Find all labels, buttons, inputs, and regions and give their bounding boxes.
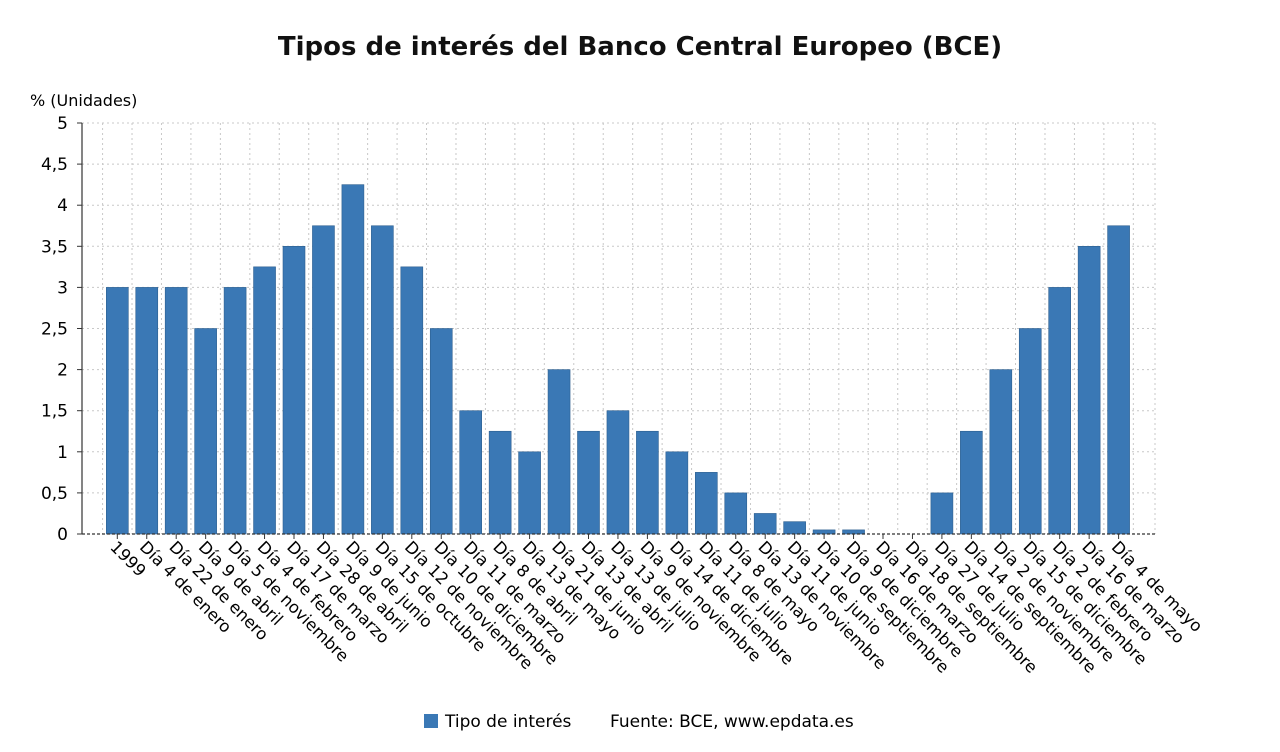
bar xyxy=(1077,246,1101,535)
bar xyxy=(1107,225,1130,535)
y-tick-label: 0 xyxy=(57,525,68,545)
grid-lines xyxy=(82,122,1156,534)
bar xyxy=(1018,328,1042,535)
bar xyxy=(753,513,777,535)
bars xyxy=(106,184,1130,535)
bar xyxy=(312,225,335,535)
bar xyxy=(960,430,983,535)
bar xyxy=(429,328,453,535)
bar xyxy=(783,521,806,535)
bar xyxy=(459,410,483,535)
bar xyxy=(842,529,865,535)
bar xyxy=(1048,287,1071,535)
chart-title: Tipos de interés del Banco Central Europ… xyxy=(277,32,1003,62)
bar xyxy=(812,529,836,535)
bar xyxy=(400,266,424,535)
bar xyxy=(106,287,129,535)
bar xyxy=(930,492,954,535)
y-tick-label: 2 xyxy=(57,361,68,381)
bar xyxy=(606,410,630,535)
legend-source-text: Fuente: BCE, www.epdata.es xyxy=(610,712,854,732)
y-tick-label: 4 xyxy=(57,196,68,216)
bar xyxy=(694,472,718,535)
y-axis-label: % (Unidades) xyxy=(30,91,137,110)
bar xyxy=(665,451,689,535)
bar xyxy=(253,266,276,535)
y-tick-label: 3 xyxy=(57,278,68,298)
bar xyxy=(547,369,571,535)
legend: Tipo de interés Fuente: BCE, www.epdata.… xyxy=(424,712,854,732)
y-tick-label: 3,5 xyxy=(41,237,68,257)
bar xyxy=(282,246,306,535)
y-tick-label: 1,5 xyxy=(41,402,68,422)
bar xyxy=(164,287,188,535)
bar xyxy=(989,369,1013,535)
bar xyxy=(518,451,541,535)
y-tick-label: 5 xyxy=(57,114,68,134)
bar xyxy=(341,184,365,535)
legend-series-label: Tipo de interés xyxy=(444,712,572,732)
bar xyxy=(194,328,217,535)
y-tick-labels: 0 0,5 1 1,5 2 2,5 3 3,5 4 4,5 5 xyxy=(41,114,82,545)
bar xyxy=(223,287,247,535)
y-tick-label: 1 xyxy=(57,443,68,463)
y-tick-label: 2,5 xyxy=(41,320,68,340)
bar xyxy=(724,492,748,535)
bar xyxy=(488,430,512,535)
bar xyxy=(135,287,159,535)
y-tick-label: 4,5 xyxy=(41,155,68,175)
y-tick-label: 0,5 xyxy=(41,484,68,504)
legend-swatch xyxy=(424,714,438,728)
bar xyxy=(636,430,659,535)
bar xyxy=(371,225,394,535)
bar xyxy=(577,430,600,535)
